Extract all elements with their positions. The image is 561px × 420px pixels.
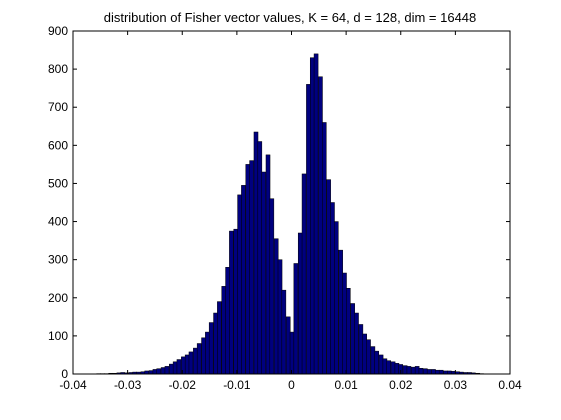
histogram-bar (402, 365, 408, 375)
y-tick-label: 0 (61, 367, 68, 381)
histogram-bar (193, 347, 198, 375)
histogram-bar (184, 354, 190, 375)
histogram-bar (176, 359, 182, 375)
histogram-bar (208, 322, 214, 375)
histogram-bar (326, 179, 331, 375)
histogram-bar (386, 360, 391, 375)
x-tick-label: -0.04 (59, 378, 87, 392)
histogram-bar (277, 259, 283, 375)
x-tick-label: 0.04 (498, 378, 522, 392)
histogram-bar (237, 194, 242, 375)
histogram-bar (366, 339, 371, 375)
histogram-bar (241, 185, 246, 375)
histogram-bar (257, 141, 263, 375)
histogram-bar (221, 286, 227, 375)
histogram-bar (382, 358, 388, 375)
histogram-bar (297, 232, 303, 375)
histogram-bar (406, 366, 412, 375)
histogram-bar (330, 202, 335, 375)
histogram-bar (245, 164, 251, 375)
histogram-bar (169, 363, 174, 375)
histogram-bar (281, 289, 287, 375)
y-tick-label: 200 (48, 291, 68, 305)
histogram-bar (309, 57, 315, 375)
histogram-bar (370, 346, 376, 375)
histogram-bar (334, 221, 339, 375)
histogram-bar (411, 366, 416, 375)
x-tick-label: 0.02 (389, 378, 413, 392)
histogram-bars (96, 53, 484, 375)
histogram-bar (426, 369, 432, 375)
histogram-bar (322, 122, 327, 375)
histogram-bar (148, 370, 154, 375)
histogram-bar (273, 238, 279, 375)
histogram-bar (438, 369, 444, 375)
histogram-bar (205, 331, 210, 375)
y-tick-label: 500 (48, 176, 68, 190)
histogram-bar (201, 337, 206, 375)
histogram-bar (152, 369, 158, 375)
histogram-bar (418, 368, 424, 375)
y-tick-label: 600 (48, 138, 68, 152)
histogram-bar (435, 369, 440, 375)
histogram-bar (350, 303, 355, 375)
histogram-bar (431, 369, 436, 375)
histogram-bar (156, 368, 162, 375)
histogram-bar (217, 301, 222, 375)
x-tick-label: -0.02 (169, 378, 197, 392)
histogram-bar (313, 53, 319, 375)
x-tick-label: 0.01 (334, 378, 358, 392)
histogram-bar (390, 361, 396, 375)
chart-title: distribution of Fisher vector values, K … (104, 10, 477, 25)
histogram-bar (318, 76, 323, 375)
x-axis: -0.04 -0.03 -0.02 -0.01 0 0.01 0.02 0.03 0.04 (59, 31, 522, 392)
histogram-bar (289, 331, 295, 375)
histogram-bar (354, 312, 359, 375)
histogram-bar (164, 366, 170, 375)
histogram-bar (225, 267, 230, 375)
histogram-bar (253, 131, 259, 375)
histogram-bar (362, 333, 367, 375)
histogram-bar (394, 363, 400, 375)
histogram-bar (338, 249, 343, 375)
histogram-bar (342, 272, 347, 375)
x-tick-label: 0.03 (444, 378, 468, 392)
x-tick-label: -0.03 (114, 378, 142, 392)
histogram-bar (265, 154, 271, 375)
histogram-bar (213, 312, 218, 375)
y-tick-label: 800 (48, 62, 68, 76)
histogram-bar (269, 198, 275, 375)
histogram-bar (306, 84, 311, 375)
histogram-bar (196, 343, 202, 375)
histogram-bar (378, 354, 384, 375)
histogram-bar (172, 361, 178, 375)
histogram-bar (160, 367, 166, 375)
y-tick-label: 900 (48, 24, 68, 38)
x-tick-label: -0.01 (223, 378, 251, 392)
histogram-bar (414, 366, 420, 375)
histogram-bar (301, 173, 307, 375)
y-tick-label: 100 (48, 329, 68, 343)
histogram-bar (261, 171, 266, 375)
y-tick-label: 300 (48, 253, 68, 267)
y-axis: 0 100 200 300 400 500 600 700 800 900 (48, 24, 510, 381)
histogram-bar (229, 230, 234, 375)
x-tick-label: 0 (288, 378, 295, 392)
histogram-bar (249, 160, 254, 375)
histogram-bar (346, 288, 351, 375)
y-tick-label: 700 (48, 100, 68, 114)
y-tick-label: 400 (48, 215, 68, 229)
histogram-bar (293, 263, 299, 375)
histogram-bar (374, 350, 379, 375)
histogram-bar (358, 324, 364, 375)
histogram-bar (423, 368, 428, 375)
histogram-bar (233, 228, 239, 375)
histogram-bar (285, 316, 291, 375)
plot-frame (72, 30, 511, 375)
histogram-bar (188, 351, 194, 375)
